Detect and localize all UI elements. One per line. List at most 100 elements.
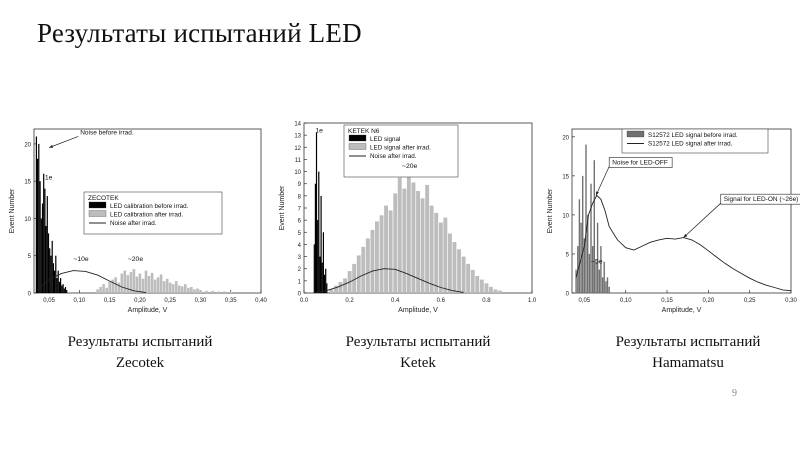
slide-title: Результаты испытаний LED: [37, 18, 362, 48]
histogram-bar: [470, 269, 475, 293]
series-line: [575, 194, 792, 292]
annotation-box: [608, 157, 673, 168]
histogram-bar: [595, 261, 597, 293]
histogram-bar: [66, 290, 68, 293]
histogram-bar: [156, 277, 160, 293]
histogram-bar: [313, 244, 315, 293]
histogram-bar: [452, 242, 457, 293]
x-tick-label: 0,20: [134, 298, 146, 304]
x-tick-label: 1.0: [528, 298, 537, 304]
legend-box: [343, 124, 459, 178]
y-tick-label: 5: [28, 254, 32, 260]
histogram-bar: [384, 205, 388, 293]
histogram-bar: [596, 222, 599, 293]
histogram-bar: [605, 281, 607, 293]
histogram-bar: [343, 278, 347, 293]
histogram-bar: [51, 240, 53, 293]
histogram-bar: [411, 182, 416, 293]
histogram-bar: [393, 193, 398, 293]
histogram-bar: [319, 256, 321, 293]
histogram-bar: [583, 238, 586, 293]
histogram-bar: [323, 274, 326, 293]
histogram-bar: [43, 173, 45, 293]
x-tick-label: 0.0: [300, 298, 309, 304]
x-tick-label: 0,10: [620, 298, 632, 304]
histogram-bar: [99, 287, 102, 293]
annotation-arrow: [595, 166, 610, 196]
arrow-head: [49, 144, 54, 148]
histogram-bar: [126, 275, 130, 293]
x-tick-label: 0.4: [391, 298, 400, 304]
histogram-bar: [181, 286, 184, 293]
histogram-bar: [38, 143, 40, 293]
histogram-bar: [575, 269, 577, 293]
caption-line: Результаты испытаний: [345, 334, 491, 350]
histogram-bar: [370, 229, 375, 293]
histogram-bar: [132, 269, 136, 293]
histogram-bar: [379, 215, 384, 293]
y-tick-label: 9: [298, 182, 302, 188]
histogram-bar: [429, 205, 434, 293]
x-tick-label: 0,40: [255, 298, 267, 304]
y-tick-label: 20: [24, 142, 31, 148]
histogram-bar: [457, 249, 461, 293]
histogram-bar: [475, 276, 480, 293]
legend-title: KETEK N6: [348, 128, 380, 135]
histogram-bar: [314, 183, 316, 293]
histogram-bar: [578, 199, 581, 293]
histogram-bar: [135, 276, 139, 293]
histogram-bar: [322, 232, 324, 293]
histogram-bar: [466, 263, 471, 293]
annotation-label: ~10e: [73, 256, 89, 263]
legend-label: Noise after irrad.: [110, 220, 157, 227]
histogram-bar: [46, 196, 48, 293]
histogram-bar: [603, 261, 605, 293]
histogram-bar: [58, 281, 60, 293]
histogram-bar: [96, 289, 99, 293]
histogram-bar: [388, 210, 393, 293]
arrow-head: [683, 233, 688, 238]
x-tick-label: 0,35: [225, 298, 237, 304]
y-tick-label: 1: [298, 279, 302, 285]
histogram-bar: [63, 288, 65, 293]
y-tick-label: 14: [294, 122, 301, 128]
y-tick-label: 10: [24, 217, 31, 223]
histogram-bar: [64, 287, 67, 293]
histogram-bar: [187, 287, 190, 293]
x-tick-label: 0,25: [744, 298, 756, 304]
x-tick-label: 0,30: [195, 298, 207, 304]
y-tick-label: 7: [298, 207, 302, 213]
histogram-bar: [199, 290, 202, 293]
histogram-bar: [606, 277, 609, 293]
x-axis-label: Amplitude, V: [662, 307, 702, 314]
legend-label: LED calibration before irrad.: [110, 203, 189, 210]
histogram-bar: [361, 246, 366, 293]
legend-label: S12572 LED signal before irrad.: [648, 132, 738, 139]
y-tick-label: 3: [298, 255, 302, 261]
histogram-bar: [40, 218, 42, 293]
histogram-bar: [593, 160, 595, 293]
caption-line: Zecotek: [115, 355, 165, 371]
y-tick-label: 5: [298, 231, 302, 237]
y-tick-label: 13: [294, 134, 301, 140]
hamamatsu-chart: 0 5 10 15 20 0,05 0,10 0,15 0,20 0,25 0,30 Amplitud…: [547, 128, 800, 314]
histogram-bar: [35, 136, 37, 293]
histogram-bar: [229, 292, 232, 293]
annotation-label: Noise before irrad.: [80, 129, 134, 136]
page-number: 9: [732, 388, 737, 399]
x-tick-label: 0,30: [785, 298, 797, 304]
x-tick-label: 0.6: [437, 298, 446, 304]
x-tick-label: 0,15: [104, 298, 116, 304]
histogram-bar: [114, 277, 117, 293]
legend-swatch: [348, 134, 367, 142]
y-tick-label: 8: [298, 194, 302, 200]
annotation-label: ~20e: [128, 256, 144, 263]
x-axis-label: Amplitude, V: [398, 307, 438, 314]
legend-swatch: [88, 210, 107, 217]
histogram-bar: [54, 270, 56, 293]
plot-frame: [33, 128, 262, 294]
histogram-bar: [47, 233, 50, 293]
histogram-bar: [44, 188, 46, 293]
histogram-bar: [123, 270, 127, 293]
